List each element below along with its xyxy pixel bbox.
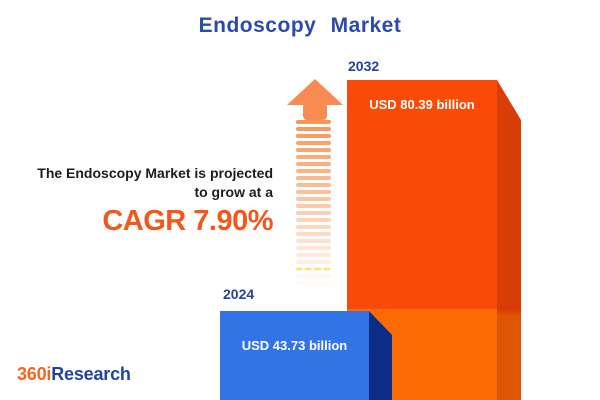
bar-2032-side [497,80,521,400]
arrow-stripe [296,204,331,208]
growth-arrow-head-icon [287,79,343,120]
projection-line-1: The Endoscopy Market is projected [37,165,273,181]
projection-text-block: The Endoscopy Market is projected to gro… [18,164,273,238]
dashed-accent-line [296,268,330,270]
growth-arrow-stripes-icon [296,120,331,292]
bar-2024-front [220,311,369,400]
arrow-stripe [296,246,331,250]
arrow-stripe [296,155,331,159]
arrow-stripe [296,260,331,264]
bar-2024-side [369,311,392,400]
arrow-stripe [296,218,331,222]
arrow-stripe [296,239,331,243]
arrow-stripe [296,253,331,257]
arrow-stripe [296,120,331,124]
arrow-stripe [296,134,331,138]
arrow-stripe [296,169,331,173]
arrow-stripe [296,183,331,187]
logo-research: Research [51,364,131,384]
projection-line-2: to grow at a [194,184,273,200]
bar-year-label-2024: 2024 [223,286,255,302]
arrow-stripe [296,197,331,201]
arrow-stripe [296,274,331,278]
arrow-stripe [296,211,331,215]
arrow-stripe [296,127,331,131]
arrow-stripe [296,162,331,166]
arrow-stripe [296,141,331,145]
arrow-stripe [296,190,331,194]
logo-360i: 360i [17,364,52,384]
bar-2032-value-label: USD 80.39 billion [369,97,475,112]
page-title: Endoscopy Market [198,14,402,37]
arrow-stripe [296,148,331,152]
cagr-value: CAGR 7.90% [102,205,273,237]
arrow-stripe [296,225,331,229]
arrow-stripe [296,232,331,236]
arrow-stripe [296,176,331,180]
arrow-stripe [296,281,331,285]
bar-2024-value-label: USD 43.73 billion [241,338,348,353]
company-logo: 360iResearch [17,364,131,385]
bar-year-label-2032: 2032 [348,58,380,74]
